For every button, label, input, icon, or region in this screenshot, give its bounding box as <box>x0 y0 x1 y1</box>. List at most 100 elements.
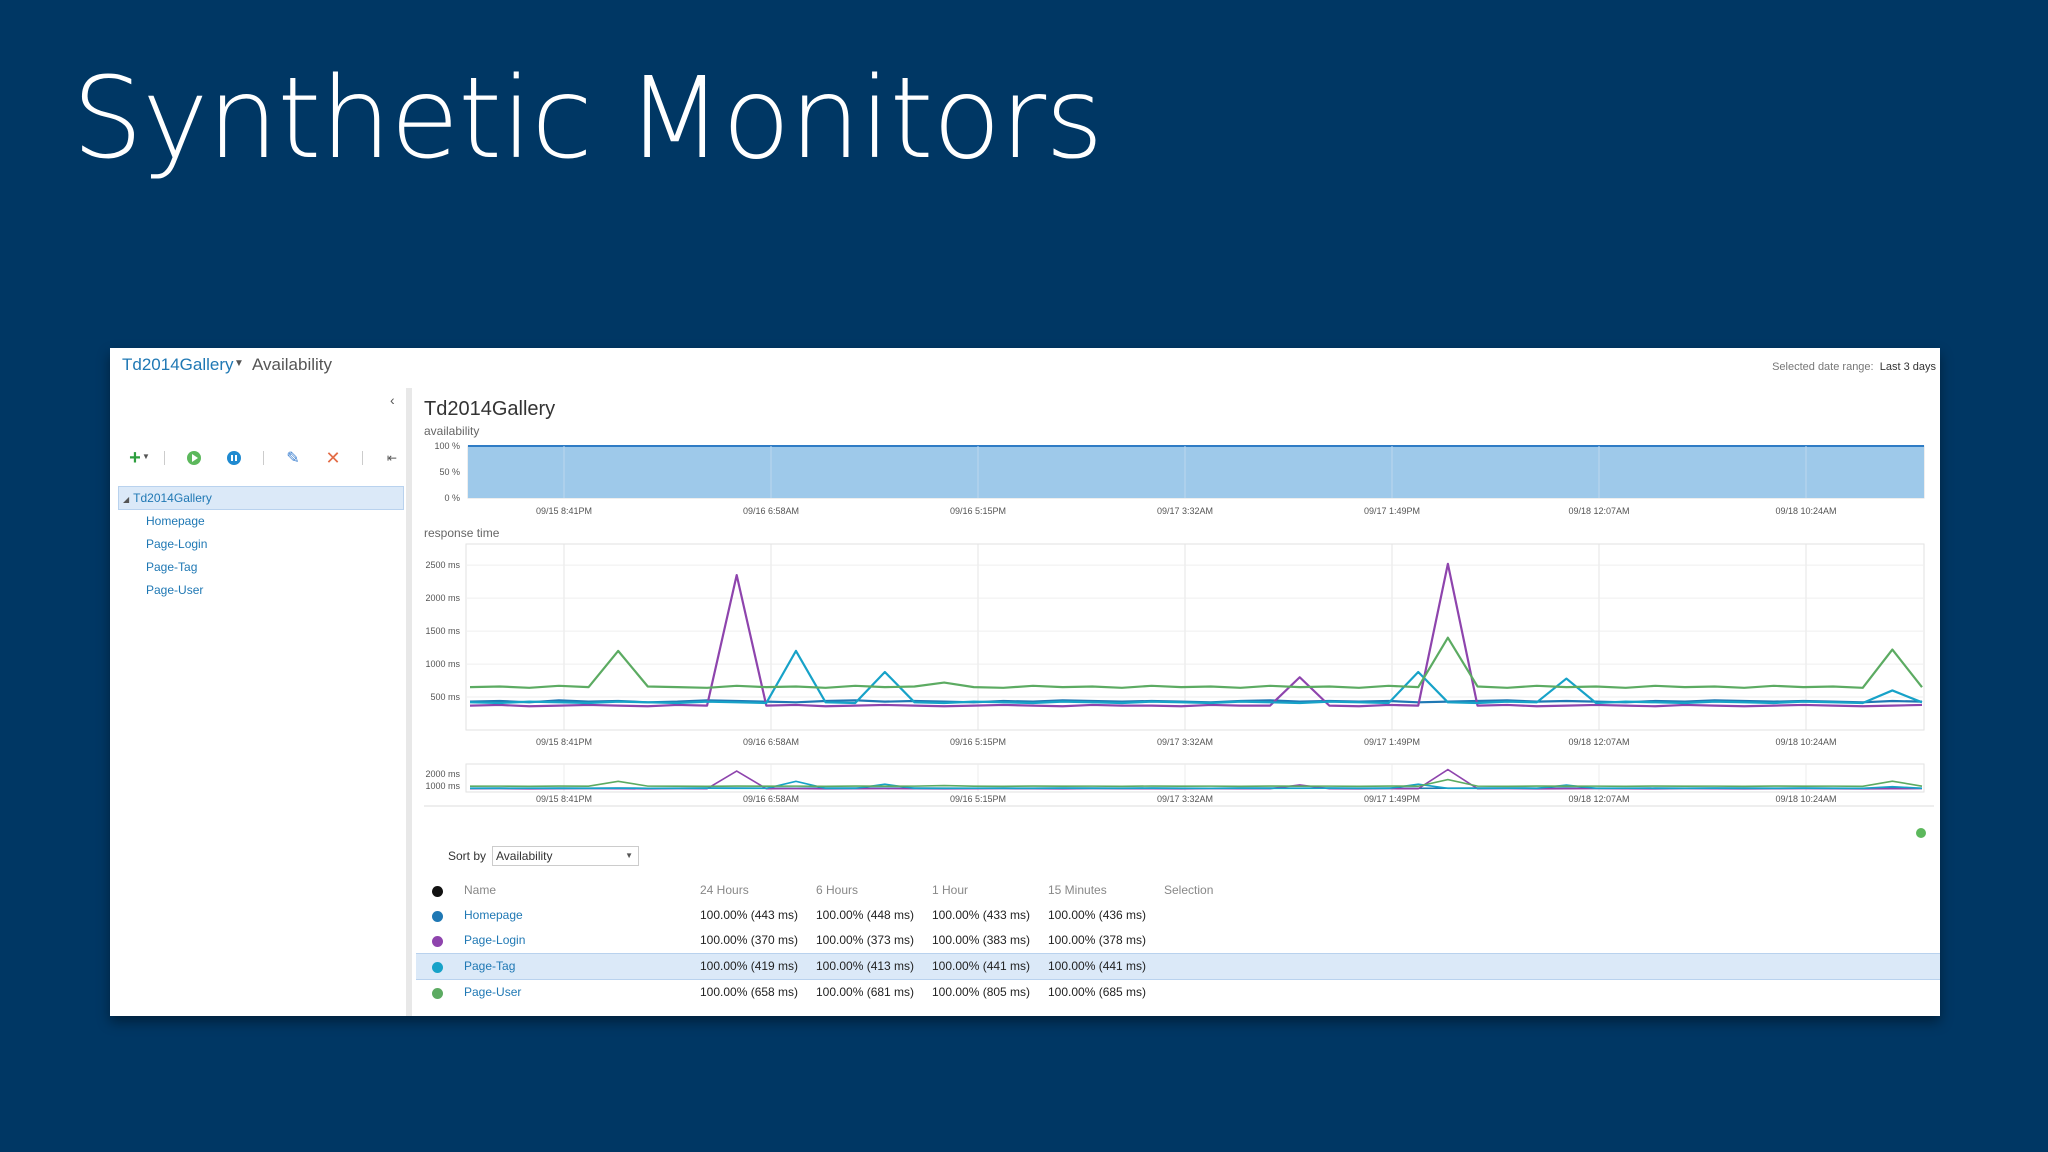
x-tick-label: 09/15 8:41PM <box>536 506 592 516</box>
availability-area <box>468 446 1924 498</box>
x-tick-label: 09/18 10:24AM <box>1775 506 1836 516</box>
app-window: Td2014Gallery ▼ Availability Selected da… <box>110 348 1940 1016</box>
legend-all-dot-icon[interactable] <box>432 886 443 897</box>
pin-button[interactable]: ⇤ <box>381 448 403 468</box>
x-tick-label: 09/18 12:07AM <box>1568 737 1629 747</box>
sidebar-toolbar: + ▼ ✎ ✕ ⇤ <box>124 447 421 469</box>
x-tick-label: 09/16 6:58AM <box>743 506 799 516</box>
plot-frame <box>465 763 1925 793</box>
page-title: Td2014Gallery <box>424 398 556 420</box>
overview-line-page-user <box>469 778 1923 788</box>
row-6h: 100.00% (448 ms) <box>816 908 915 922</box>
availability-label: availability <box>424 424 480 438</box>
toolbar-separator <box>164 451 165 465</box>
chevron-down-icon: ▼ <box>142 452 150 461</box>
tree-root-label: Td2014Gallery <box>133 491 212 505</box>
overview-chart: 2000 ms 1000 ms 09/15 8:41PM 09/16 6:58AM 09… <box>424 763 1934 807</box>
column-header: 6 Hours <box>816 883 859 897</box>
row-24h: 100.00% (658 ms) <box>700 985 799 999</box>
date-range[interactable]: Selected date range: Last 3 days <box>1772 361 1936 373</box>
series-dot-icon[interactable] <box>432 911 443 922</box>
series-dot-icon[interactable] <box>432 936 443 947</box>
row-6h: 100.00% (681 ms) <box>816 985 915 999</box>
close-icon: ✕ <box>325 447 341 468</box>
y-tick-label: 500 ms <box>430 692 460 702</box>
play-icon <box>187 451 201 465</box>
row-6h: 100.00% (413 ms) <box>816 959 915 973</box>
tree-root[interactable]: ◢ Td2014Gallery <box>118 486 404 510</box>
delete-button[interactable]: ✕ <box>322 448 344 468</box>
row-15m: 100.00% (436 ms) <box>1048 908 1147 922</box>
pencil-icon: ✎ <box>286 450 300 467</box>
row-name[interactable]: Page-Tag <box>464 959 516 973</box>
row-1h: 100.00% (805 ms) <box>932 985 1031 999</box>
charts-area[interactable]: 100 % 50 % 0 % 09/15 8:41PM 09/16 6:58AM 09/1… <box>424 388 1940 828</box>
collapse-chevron-icon[interactable]: ‹ <box>390 392 395 408</box>
edit-button[interactable]: ✎ <box>282 448 304 468</box>
column-header: Name <box>464 883 497 897</box>
sort-by-label: Sort by <box>448 849 487 863</box>
sidebar-item-homepage[interactable]: Homepage <box>146 514 205 528</box>
chevron-down-icon[interactable]: ▼ <box>234 358 244 369</box>
sidebar-item-page-tag[interactable]: Page-Tag <box>146 560 198 574</box>
expand-triangle-icon[interactable]: ◢ <box>123 495 130 504</box>
column-header: 24 Hours <box>700 883 749 897</box>
pane-splitter[interactable] <box>406 388 412 1016</box>
sort-select[interactable]: Availability ▼ <box>492 846 640 866</box>
toolbar-separator <box>362 451 363 465</box>
slide-title: Synthetic Monitors <box>72 54 1103 184</box>
sidebar: ‹ + ▼ ✎ ✕ ⇤ ◢ Td2014Gallery Homepage Page… <box>110 388 406 1016</box>
sidebar-item-page-user[interactable]: Page-User <box>146 583 204 597</box>
x-tick-label: 09/17 1:49PM <box>1364 506 1420 516</box>
x-tick-label: 09/17 3:32AM <box>1157 794 1213 804</box>
x-tick-label: 09/17 1:49PM <box>1364 737 1420 747</box>
row-15m: 100.00% (685 ms) <box>1048 985 1147 999</box>
add-button[interactable]: + ▼ <box>124 447 150 469</box>
y-tick-label: 1000 ms <box>425 781 460 791</box>
pin-icon: ⇤ <box>386 451 398 465</box>
x-tick-label: 09/17 3:32AM <box>1157 506 1213 516</box>
x-tick-label: 09/18 12:07AM <box>1568 506 1629 516</box>
x-tick-label: 09/16 5:15PM <box>950 794 1006 804</box>
y-tick-label: 2000 ms <box>425 593 460 603</box>
x-tick-label: 09/16 6:58AM <box>743 737 799 747</box>
series-line-page-tag <box>469 649 1923 705</box>
plus-icon: + <box>129 447 141 469</box>
row-1h: 100.00% (433 ms) <box>932 908 1031 922</box>
row-15m: 100.00% (441 ms) <box>1048 959 1147 973</box>
row-1h: 100.00% (441 ms) <box>932 959 1031 973</box>
x-tick-label: 09/15 8:41PM <box>536 794 592 804</box>
breadcrumb-app[interactable]: Td2014Gallery <box>122 355 234 374</box>
table-row[interactable]: Homepage 100.00% (443 ms) 100.00% (448 m… <box>424 903 1940 928</box>
row-name[interactable]: Homepage <box>464 908 523 922</box>
response-time-chart: 2500 ms 2000 ms 1500 ms 1000 ms 500 ms 09/15 … <box>425 543 1925 747</box>
monitor-tree: ◢ Td2014Gallery Homepage Page-Login Page-… <box>118 486 404 602</box>
availability-chart: 100 % 50 % 0 % 09/15 8:41PM 09/16 6:58AM 09/1… <box>434 441 1925 516</box>
column-header: 1 Hour <box>932 883 969 897</box>
plot-frame <box>465 543 1925 731</box>
pause-button[interactable] <box>223 448 245 468</box>
pause-icon <box>227 451 241 465</box>
response-time-label: response time <box>424 526 500 540</box>
table-row[interactable]: Page-Login 100.00% (370 ms) 100.00% (373… <box>424 928 1940 953</box>
main-panel: Td2014Gallery availability response time… <box>416 388 1940 1016</box>
series-line-page-user <box>469 636 1923 689</box>
sort-by: Sort by Availability ▼ <box>448 846 640 866</box>
table-row-selected[interactable]: Page-Tag 100.00% (419 ms) 100.00% (413 m… <box>416 953 1940 980</box>
row-name[interactable]: Page-User <box>464 985 522 999</box>
row-24h: 100.00% (419 ms) <box>700 959 799 973</box>
date-range-value[interactable]: Last 3 days <box>1879 361 1936 373</box>
status-indicator-icon[interactable] <box>1916 828 1926 838</box>
sort-select-value: Availability <box>496 849 553 863</box>
run-button[interactable] <box>183 448 205 468</box>
series-dot-icon[interactable] <box>432 988 443 999</box>
y-tick-label: 100 % <box>434 441 460 451</box>
series-dot-icon[interactable] <box>432 962 443 973</box>
sidebar-item-page-login[interactable]: Page-Login <box>146 537 208 551</box>
table-row[interactable]: Page-User 100.00% (658 ms) 100.00% (681 … <box>424 980 1940 1005</box>
toolbar-separator <box>263 451 264 465</box>
y-tick-label: 0 % <box>444 493 460 503</box>
y-tick-label: 1000 ms <box>425 659 460 669</box>
row-24h: 100.00% (370 ms) <box>700 933 799 947</box>
row-name[interactable]: Page-Login <box>464 933 526 947</box>
